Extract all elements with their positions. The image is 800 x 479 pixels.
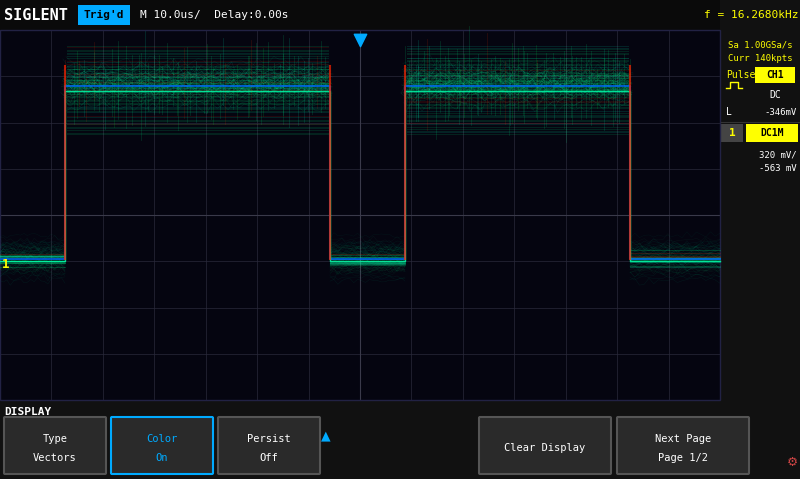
Text: ▲: ▲ (321, 430, 331, 443)
Text: Off: Off (260, 453, 278, 463)
Bar (746, 124, 798, 142)
Text: Next Page: Next Page (655, 434, 711, 444)
FancyBboxPatch shape (617, 417, 749, 474)
Bar (0, 400, 800, 479)
Text: Type: Type (42, 434, 67, 444)
Text: ⚙: ⚙ (786, 456, 798, 468)
Text: Clear Display: Clear Display (504, 443, 586, 453)
Text: -563 mV: -563 mV (759, 163, 797, 172)
FancyBboxPatch shape (111, 417, 213, 474)
Bar (0, 0, 800, 30)
Text: Vectors: Vectors (33, 453, 77, 463)
Text: Page 1/2: Page 1/2 (658, 453, 708, 463)
Bar (0, 30, 720, 400)
Text: L: L (726, 107, 732, 117)
Point (354, 36, 366, 44)
Text: Trig'd: Trig'd (84, 10, 124, 20)
Text: DISPLAY: DISPLAY (4, 407, 51, 417)
FancyBboxPatch shape (218, 417, 320, 474)
Bar (721, 124, 743, 142)
Bar (720, 0, 800, 400)
Text: 1: 1 (2, 258, 10, 271)
Bar (78, 5, 130, 25)
Text: On: On (156, 453, 168, 463)
Text: DC1M: DC1M (760, 128, 784, 138)
Text: DC: DC (769, 90, 781, 100)
Text: Pulse: Pulse (726, 70, 755, 80)
Text: Sa 1.00GSa/s: Sa 1.00GSa/s (728, 41, 792, 49)
Bar (755, 67, 795, 83)
Text: M 10.0us/  Delay:0.00s: M 10.0us/ Delay:0.00s (140, 10, 289, 20)
FancyBboxPatch shape (4, 417, 106, 474)
Text: Persist: Persist (247, 434, 291, 444)
Text: Curr 140kpts: Curr 140kpts (728, 54, 792, 62)
Text: f = 16.2680kHz: f = 16.2680kHz (703, 10, 798, 20)
Text: Color: Color (146, 434, 178, 444)
Text: -346mV: -346mV (765, 107, 797, 116)
Text: CH1: CH1 (766, 70, 784, 80)
FancyBboxPatch shape (479, 417, 611, 474)
Bar (0, 30, 720, 400)
Text: SIGLENT: SIGLENT (4, 8, 68, 23)
Text: 320 mV/: 320 mV/ (759, 150, 797, 160)
Text: 1: 1 (729, 128, 735, 138)
